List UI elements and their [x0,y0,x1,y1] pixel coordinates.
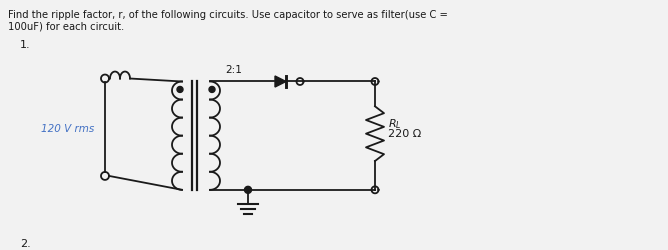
Text: 120 V rms: 120 V rms [41,124,95,134]
Text: 2.: 2. [20,238,31,248]
Text: 1.: 1. [20,40,31,50]
Text: 220 Ω: 220 Ω [388,129,422,139]
Polygon shape [177,87,183,93]
Text: $R_L$: $R_L$ [388,117,401,130]
Polygon shape [244,186,251,194]
Text: 2:1: 2:1 [225,64,242,74]
Polygon shape [275,77,286,88]
Text: Find the ripple factor, r, of the following circuits. Use capacitor to serve as : Find the ripple factor, r, of the follow… [8,10,448,20]
Text: 100uF) for each circuit.: 100uF) for each circuit. [8,22,124,32]
Polygon shape [209,87,215,93]
